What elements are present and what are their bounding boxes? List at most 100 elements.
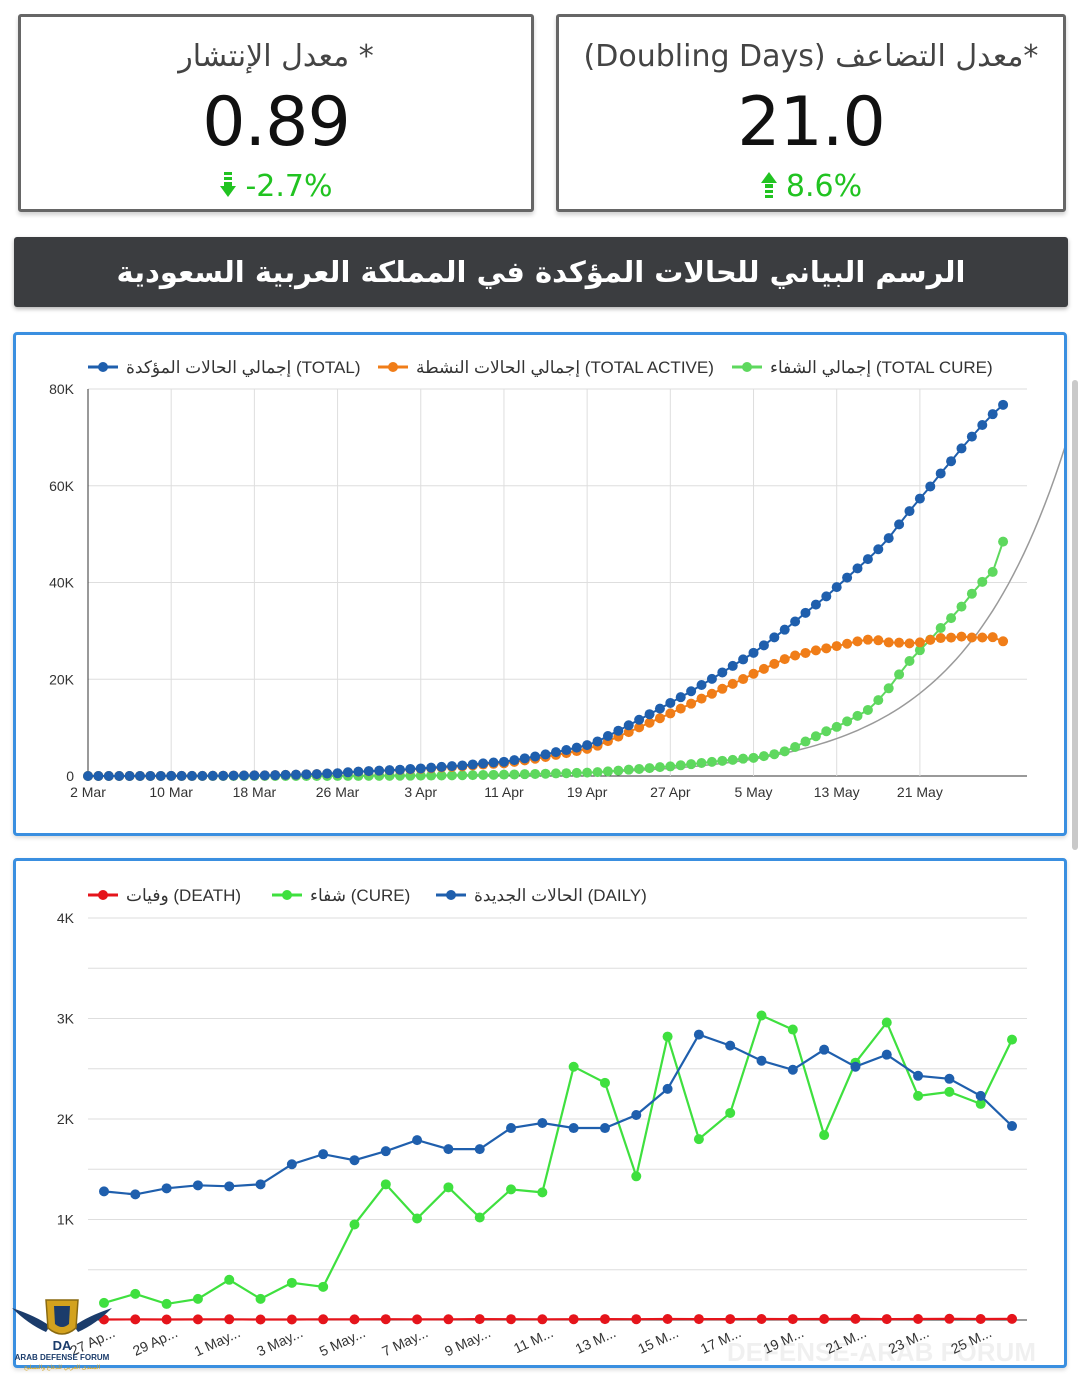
total-series-point (894, 519, 905, 530)
total-series-point (571, 742, 582, 753)
daily-series-point (255, 1179, 266, 1190)
cure-series-point (467, 770, 478, 781)
death-series-point (599, 1314, 610, 1325)
page-scrollbar[interactable] (1072, 380, 1078, 850)
x-tick-label: 13 M... (573, 1324, 619, 1357)
total-series-point (249, 770, 260, 781)
cure-series-point (956, 601, 967, 612)
death-series-point (224, 1314, 235, 1325)
cure-series-point (599, 1077, 610, 1088)
daily-series-point (819, 1044, 830, 1055)
total-series-point (519, 753, 530, 764)
cure-series-point (498, 769, 509, 780)
active-series-point (644, 717, 655, 728)
daily-series-point (130, 1189, 141, 1200)
cure-series-point (380, 1179, 391, 1190)
total-series-point (467, 759, 478, 770)
active-series-point (883, 637, 894, 648)
y-tick-label: 40K (49, 575, 75, 591)
legend-marker (388, 362, 398, 372)
cure-series-point (623, 764, 634, 775)
legend-label: وفيات (DEATH) (126, 886, 241, 906)
active-series-point (654, 713, 665, 724)
cure-series-point (987, 566, 998, 577)
active-series-point (686, 698, 697, 709)
legend-marker (446, 890, 456, 900)
daily-series-point (913, 1070, 924, 1081)
legend-marker (742, 362, 752, 372)
y-tick-label: 1K (57, 1212, 75, 1228)
x-tick-label: 15 M... (635, 1324, 681, 1357)
active-series-point (821, 643, 832, 654)
cure-series-point (738, 753, 749, 764)
cure-series-point (537, 1187, 548, 1198)
total-series-point (738, 654, 749, 665)
death-series-point (1007, 1313, 1017, 1324)
x-tick-label: 3 May... (254, 1324, 305, 1359)
total-series-point (810, 599, 821, 610)
cure-series-point (756, 1010, 767, 1021)
cure-series-point (686, 759, 697, 770)
active-series-point (998, 636, 1009, 647)
cure-series-point (530, 768, 541, 779)
cure-series-point (727, 754, 738, 765)
total-series-point (831, 582, 842, 593)
cure-series-point (894, 669, 905, 680)
cure-series-point (821, 726, 832, 737)
death-series-point (725, 1314, 736, 1325)
active-series-point (842, 638, 853, 649)
cure-series-point (192, 1293, 203, 1304)
active-series-point (769, 658, 780, 669)
daily-series-point (506, 1123, 517, 1134)
cure-series-point (977, 576, 988, 587)
cure-series-point (130, 1288, 141, 1299)
cure-series-line (103, 1013, 1013, 1306)
daily-series-point (756, 1055, 767, 1066)
total-series-point (457, 760, 468, 771)
cure-series-point (286, 1277, 297, 1288)
cure-series-point (488, 769, 499, 780)
x-tick-label: 27 Apr (650, 784, 691, 800)
active-series-point (873, 635, 884, 646)
total-series-point (769, 632, 780, 643)
active-series-point (977, 632, 988, 643)
legend-label: إجمالي الحالات النشطة (TOTAL ACTIVE) (416, 358, 714, 377)
total-series-point (446, 761, 457, 772)
total-series-point (914, 493, 925, 504)
spread-rate-title: * معدل الإنتشار (178, 39, 374, 74)
spread-rate-delta: -2.7% (21, 169, 531, 204)
x-tick-label: 3 Apr (404, 784, 437, 800)
death-series-point (944, 1313, 955, 1324)
cure-series-point (457, 770, 468, 781)
cure-series-point (613, 765, 624, 776)
doubling-reference-curve (88, 393, 1080, 777)
death-series-point (662, 1313, 673, 1324)
cure-series-point (693, 1134, 704, 1145)
cure-series-point (842, 716, 853, 727)
daily-series-point (975, 1090, 986, 1101)
total-series-point (779, 624, 790, 635)
total-series-point (852, 563, 863, 574)
total-series-point (218, 770, 229, 781)
daily-series-point (412, 1135, 423, 1146)
active-series-point (738, 674, 749, 685)
cure-series-point (717, 755, 728, 766)
active-series-point (717, 683, 728, 694)
cure-series-point (631, 1171, 642, 1182)
cure-series-point (758, 751, 769, 762)
total-series-point (717, 667, 728, 678)
x-tick-label: 18 Mar (233, 784, 277, 800)
legend-label: شفاء (CURE) (310, 886, 410, 905)
total-series-point (311, 769, 322, 780)
death-series-point (975, 1313, 986, 1324)
daily-series-point (318, 1149, 329, 1160)
death-series-point (850, 1313, 861, 1324)
total-series-point (238, 770, 249, 781)
cure-series-point (478, 769, 489, 780)
total-series-point (602, 730, 613, 741)
total-series-point (634, 714, 645, 725)
cure-series-point (998, 536, 1009, 547)
cumulative-cases-chart: 0 20K 40K 60K 80K 2 Mar 10 Mar 18 Mar 26 Mar 3 Ap… (13, 332, 1080, 836)
total-series-point (998, 399, 1009, 410)
total-series-point (353, 766, 364, 777)
